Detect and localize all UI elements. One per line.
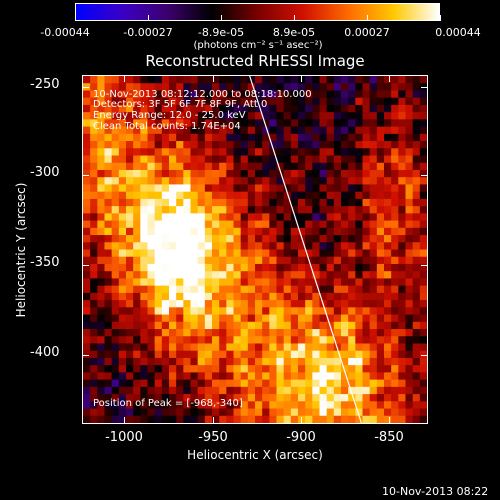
axis-tick-mark: [213, 75, 214, 82]
y-axis-label: Heliocentric Y (arcsec): [14, 182, 28, 318]
axis-tick-mark: [421, 355, 428, 356]
axis-tick-mark: [301, 417, 302, 424]
colorbar-tick-label: -0.00027: [123, 26, 173, 39]
axis-tick-mark: [124, 75, 125, 82]
axis-tick-mark: [389, 417, 390, 424]
axis-tick-mark: [421, 87, 428, 88]
solar-limb-line: [249, 76, 362, 423]
x-tick-label: -1000: [105, 430, 143, 445]
axis-tick-mark: [213, 417, 214, 424]
colorbar-tick-mark: [221, 15, 222, 21]
colorbar-tick-mark: [75, 15, 76, 21]
axis-tick-mark: [301, 75, 302, 82]
peak-position-label: Position of Peak = [-968,-340]: [93, 398, 243, 409]
colorbar-tick-mark: [148, 15, 149, 21]
colorbar-tick-mark: [294, 15, 295, 21]
x-tick-label: -950: [198, 430, 228, 445]
colorbar-tick-label: 8.9e-05: [272, 26, 316, 39]
y-tick-label: -350: [30, 255, 60, 270]
colorbar-tick-mark: [367, 15, 368, 21]
info-line-time: 10-Nov-2013 08:12:12.000 to 08:18:10.000: [93, 89, 312, 100]
plot-title: Reconstructed RHESSI Image: [145, 52, 365, 70]
axis-tick-mark: [82, 87, 89, 88]
axis-tick-mark: [124, 417, 125, 424]
axis-tick-mark: [421, 265, 428, 266]
axis-tick-mark: [82, 265, 89, 266]
axis-tick-mark: [421, 175, 428, 176]
info-line-clean: Clean Total counts: 1.74E+04: [93, 121, 241, 132]
colorbar-tick-label: 0.00027: [344, 26, 390, 39]
y-tick-label: -400: [30, 345, 60, 360]
colorbar-tick-mark: [440, 15, 441, 21]
colorbar: [75, 3, 440, 21]
colorbar-tick-label: 0.00044: [435, 26, 481, 39]
axis-tick-mark: [82, 175, 89, 176]
info-line-detectors: Detectors: 3F 5F 6F 7F 8F 9F, Att 0: [93, 99, 268, 110]
axis-tick-mark: [82, 355, 89, 356]
info-line-energy: Energy Range: 12.0 - 25.0 keV: [93, 110, 246, 121]
y-tick-label: -250: [30, 77, 60, 92]
x-axis-label: Heliocentric X (arcsec): [187, 448, 323, 462]
colorbar-tick-label: -0.00044: [40, 26, 90, 39]
x-tick-label: -850: [374, 430, 404, 445]
footer-timestamp: 10-Nov-2013 08:22: [382, 485, 489, 498]
heatmap-image: [83, 76, 427, 423]
axis-tick-mark: [389, 75, 390, 82]
heatmap-cells: [83, 76, 427, 423]
x-tick-label: -900: [286, 430, 316, 445]
colorbar-units: (photons cm⁻² s⁻¹ asec⁻²): [193, 40, 323, 51]
heatmap-plot: [82, 75, 428, 424]
colorbar-tick-label: -8.9e-05: [197, 26, 245, 39]
y-tick-label: -300: [30, 165, 60, 180]
